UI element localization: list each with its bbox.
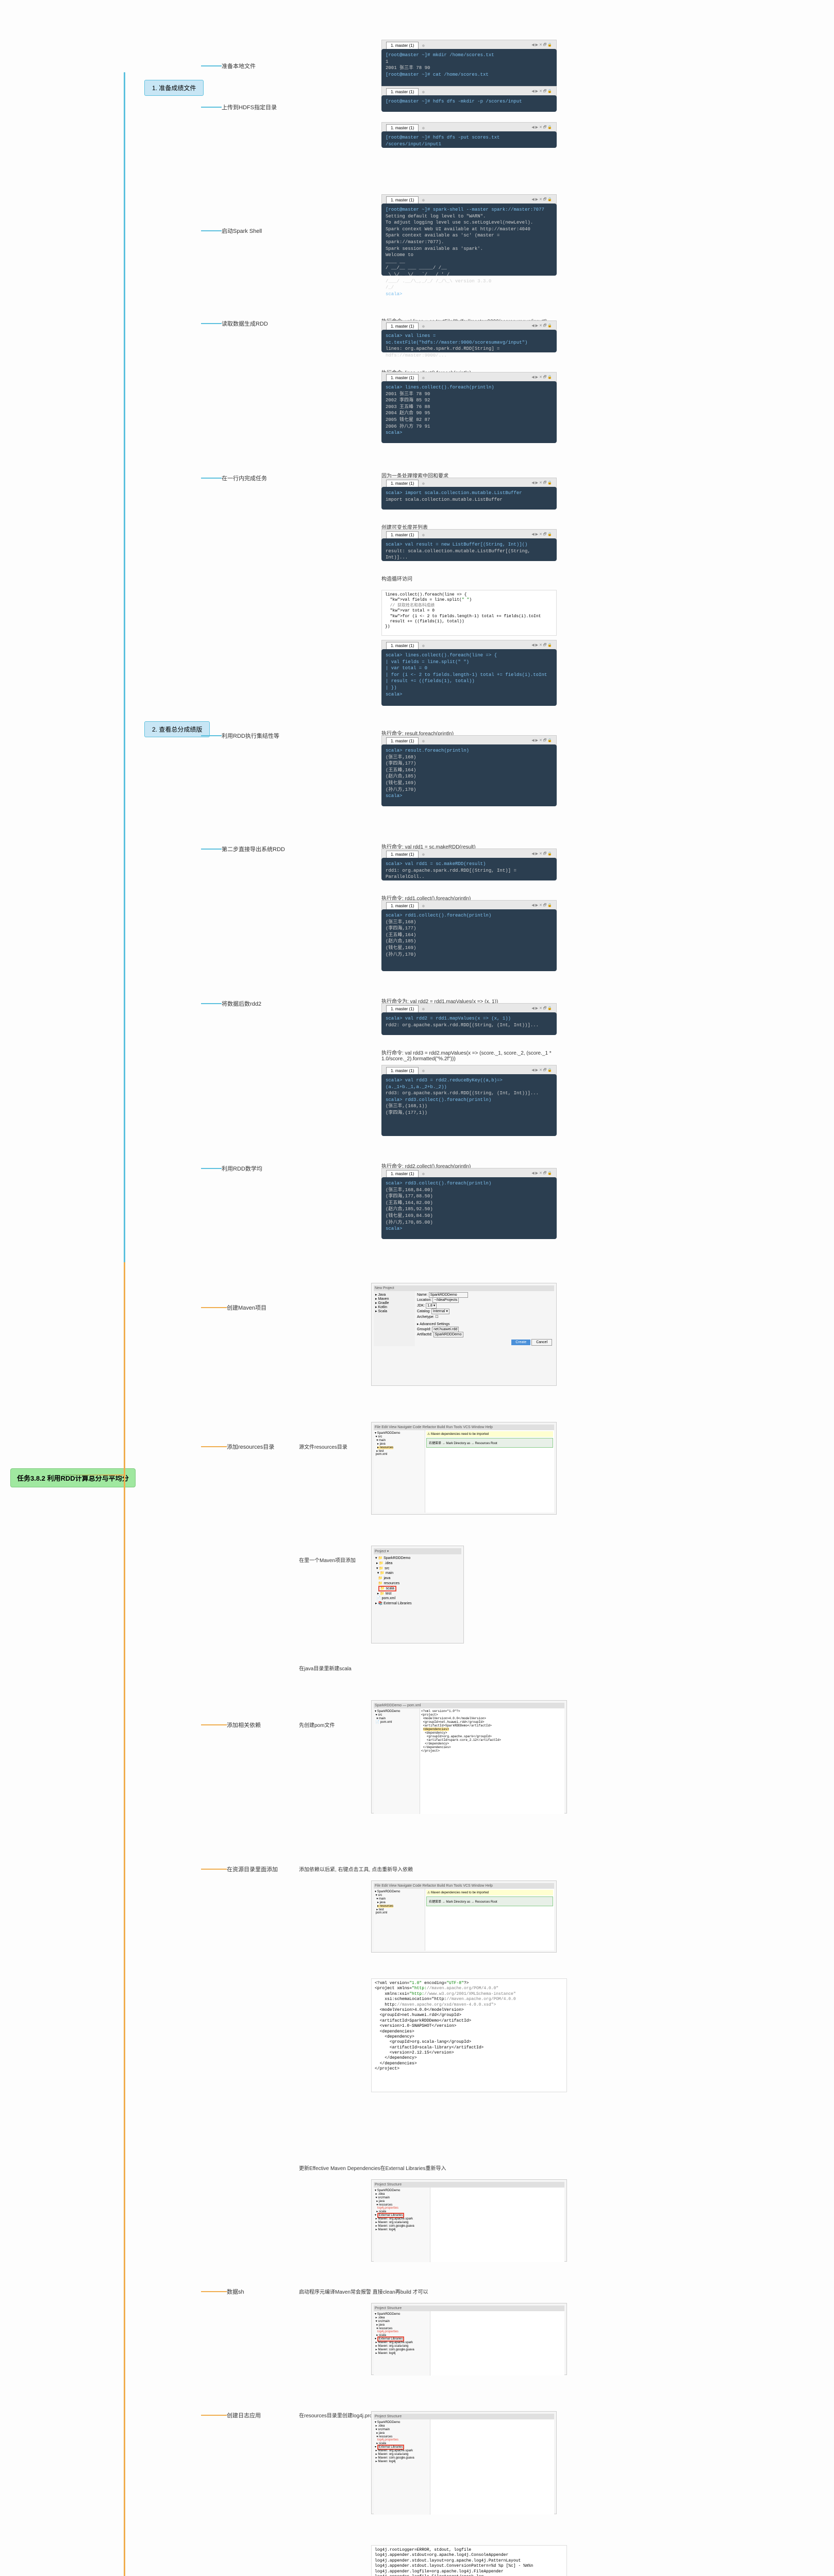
branch-connector: [201, 107, 222, 108]
branch-label: 上传到HDFS指定目录: [222, 103, 277, 111]
branch-connector: [201, 2291, 227, 2292]
branch-label: 数据sh: [227, 2287, 244, 2296]
terminal-block: scala> rdd1.collect().foreach(println)(张…: [381, 909, 557, 971]
branch-connector: [201, 478, 222, 479]
branch-label: 添加resources目录: [227, 1443, 274, 1451]
branch-connector: [201, 1869, 227, 1870]
branch-sublabel: 更新Effective Maven Dependencies在External …: [299, 2164, 446, 2172]
terminal-block: scala> result.foreach(println)(张三丰,168)(…: [381, 744, 557, 806]
branch-label: 将数据后数rdd2: [222, 999, 261, 1008]
branch-connector: [201, 849, 222, 850]
terminal-block: [root@master ~]# hdfs dfs -put scores.tx…: [381, 131, 557, 148]
branch-label: 利用RDD数学均: [222, 1164, 262, 1173]
branch-connector: [201, 1446, 227, 1447]
terminal-block: scala> val rdd2 = rdd1.mapValues(x => (x…: [381, 1012, 557, 1035]
branch-sublabel: 先创建pom文件: [299, 1721, 335, 1728]
branch-label: 启动Spark Shell: [222, 227, 262, 235]
terminal-block: scala> val rdd1 = sc.makeRDD(result)rdd1…: [381, 858, 557, 880]
branch-connector: [201, 1003, 222, 1004]
branch-connector: [201, 2415, 227, 2416]
terminal-block: scala> lines.collect().foreach(line => {…: [381, 649, 557, 706]
branch-connector: [201, 1724, 227, 1725]
terminal-block: scala> val rdd3 = rdd2.reduceByKey((a,b)…: [381, 1074, 557, 1136]
branch-connector: [201, 1307, 227, 1308]
section-1-label: 1. 准备成绩文件: [144, 80, 204, 96]
branch-sublabel: 启动程序元编译Maven常会报警 直接clean再build 才可以: [299, 2287, 428, 2295]
branch-sublabel: 源文件resources目录: [299, 1443, 347, 1450]
terminal-block: [root@master ~]# hdfs dfs -mkdir -p /sco…: [381, 95, 557, 112]
terminal-block: scala> val lines = sc.textFile("hdfs://m…: [381, 330, 557, 352]
branch-connector: [201, 1168, 222, 1169]
branch-label: 读取数据生成RDD: [222, 319, 268, 328]
code-block: <?xml version="1.0" encoding="UTF-8"?><p…: [371, 1978, 567, 2092]
terminal-block: [root@master ~]# mkdir /home/scores.txt1…: [381, 49, 557, 90]
root-connector: [62, 1475, 124, 1476]
screenshot-ide-code: SparkRDDDemo — pom.xml ▾ SparkRDDDemo ▾ …: [371, 1700, 567, 1814]
terminal-block: scala> lines.collect().foreach(println)2…: [381, 381, 557, 443]
command-note: 执行命令: val rdd3 = rdd2.mapValues(x => (sc…: [381, 1048, 598, 1062]
branch-sublabel: 添加依赖以后紧, 右键点击工具, 点击重新导入依赖: [299, 1865, 413, 1873]
branch-sublabel: 在里一个Maven项目添加: [299, 1556, 356, 1564]
terminal-block: [root@master ~]# spark-shell --master sp…: [381, 204, 557, 276]
section-2-label: 2. 查看总分成绩版: [144, 721, 210, 737]
branch-label: 添加相关依赖: [227, 1721, 261, 1729]
branch-connector: [201, 230, 222, 231]
root-node: 任务3.8.2 利用RDD计算总分与平均分: [10, 1468, 136, 1487]
branch-connector: [201, 323, 222, 324]
terminal-block: scala> rdd3.collect().foreach(println)(张…: [381, 1177, 557, 1239]
branch-label: 创建日志应用: [227, 2411, 261, 2419]
command-note: 构造循环访问: [381, 574, 412, 582]
screenshot-ide-libs: Project Structure ▾ SparkRDDDemo ▸ .idea…: [371, 2179, 567, 2262]
branch-sublabel: 在java目录里新建scala: [299, 1664, 352, 1672]
screenshot-ide-log4j: Project Structure ▾ SparkRDDDemo ▸ .idea…: [371, 2411, 557, 2514]
screenshot-new-project: New Project ▸ Java▸ Maven▸ Gradle▸ Kotli…: [371, 1283, 557, 1386]
code-block: log4j.rootLogger=ERROR, stdout, logfilel…: [371, 2545, 567, 2576]
screenshot-project-tree: Project ▾ ▾ 📁 SparkRDDDemo ▸ 📁 .idea ▾ 📁…: [371, 1546, 464, 1643]
screenshot-ide-panel: File Edit View Navigate Code Refactor Bu…: [371, 1422, 557, 1515]
code-block: lines.collect().foreach(line => { "kw">v…: [381, 590, 557, 636]
branch-label: 在资源目录里面添加: [227, 1865, 278, 1873]
main-trunk: [124, 72, 125, 2576]
terminal-block: scala> import scala.collection.mutable.L…: [381, 487, 557, 510]
branch-label: 准备本地文件: [222, 62, 256, 70]
branch-label: 创建Maven项目: [227, 1303, 266, 1312]
screenshot-ide-menu: File Edit View Navigate Code Refactor Bu…: [371, 1880, 557, 1953]
branch-label: 在一行内完成任务: [222, 474, 267, 482]
branch-connector: [201, 65, 222, 66]
screenshot-ide-structure: Project Structure ▾ SparkRDDDemo ▸ .idea…: [371, 2303, 567, 2375]
terminal-block: scala> val result = new ListBuffer[(Stri…: [381, 538, 557, 561]
branch-label: 第二步直接导出系统RDD: [222, 845, 285, 853]
branch-connector: [201, 735, 222, 736]
branch-label: 利用RDD执行集结性等: [222, 732, 279, 740]
